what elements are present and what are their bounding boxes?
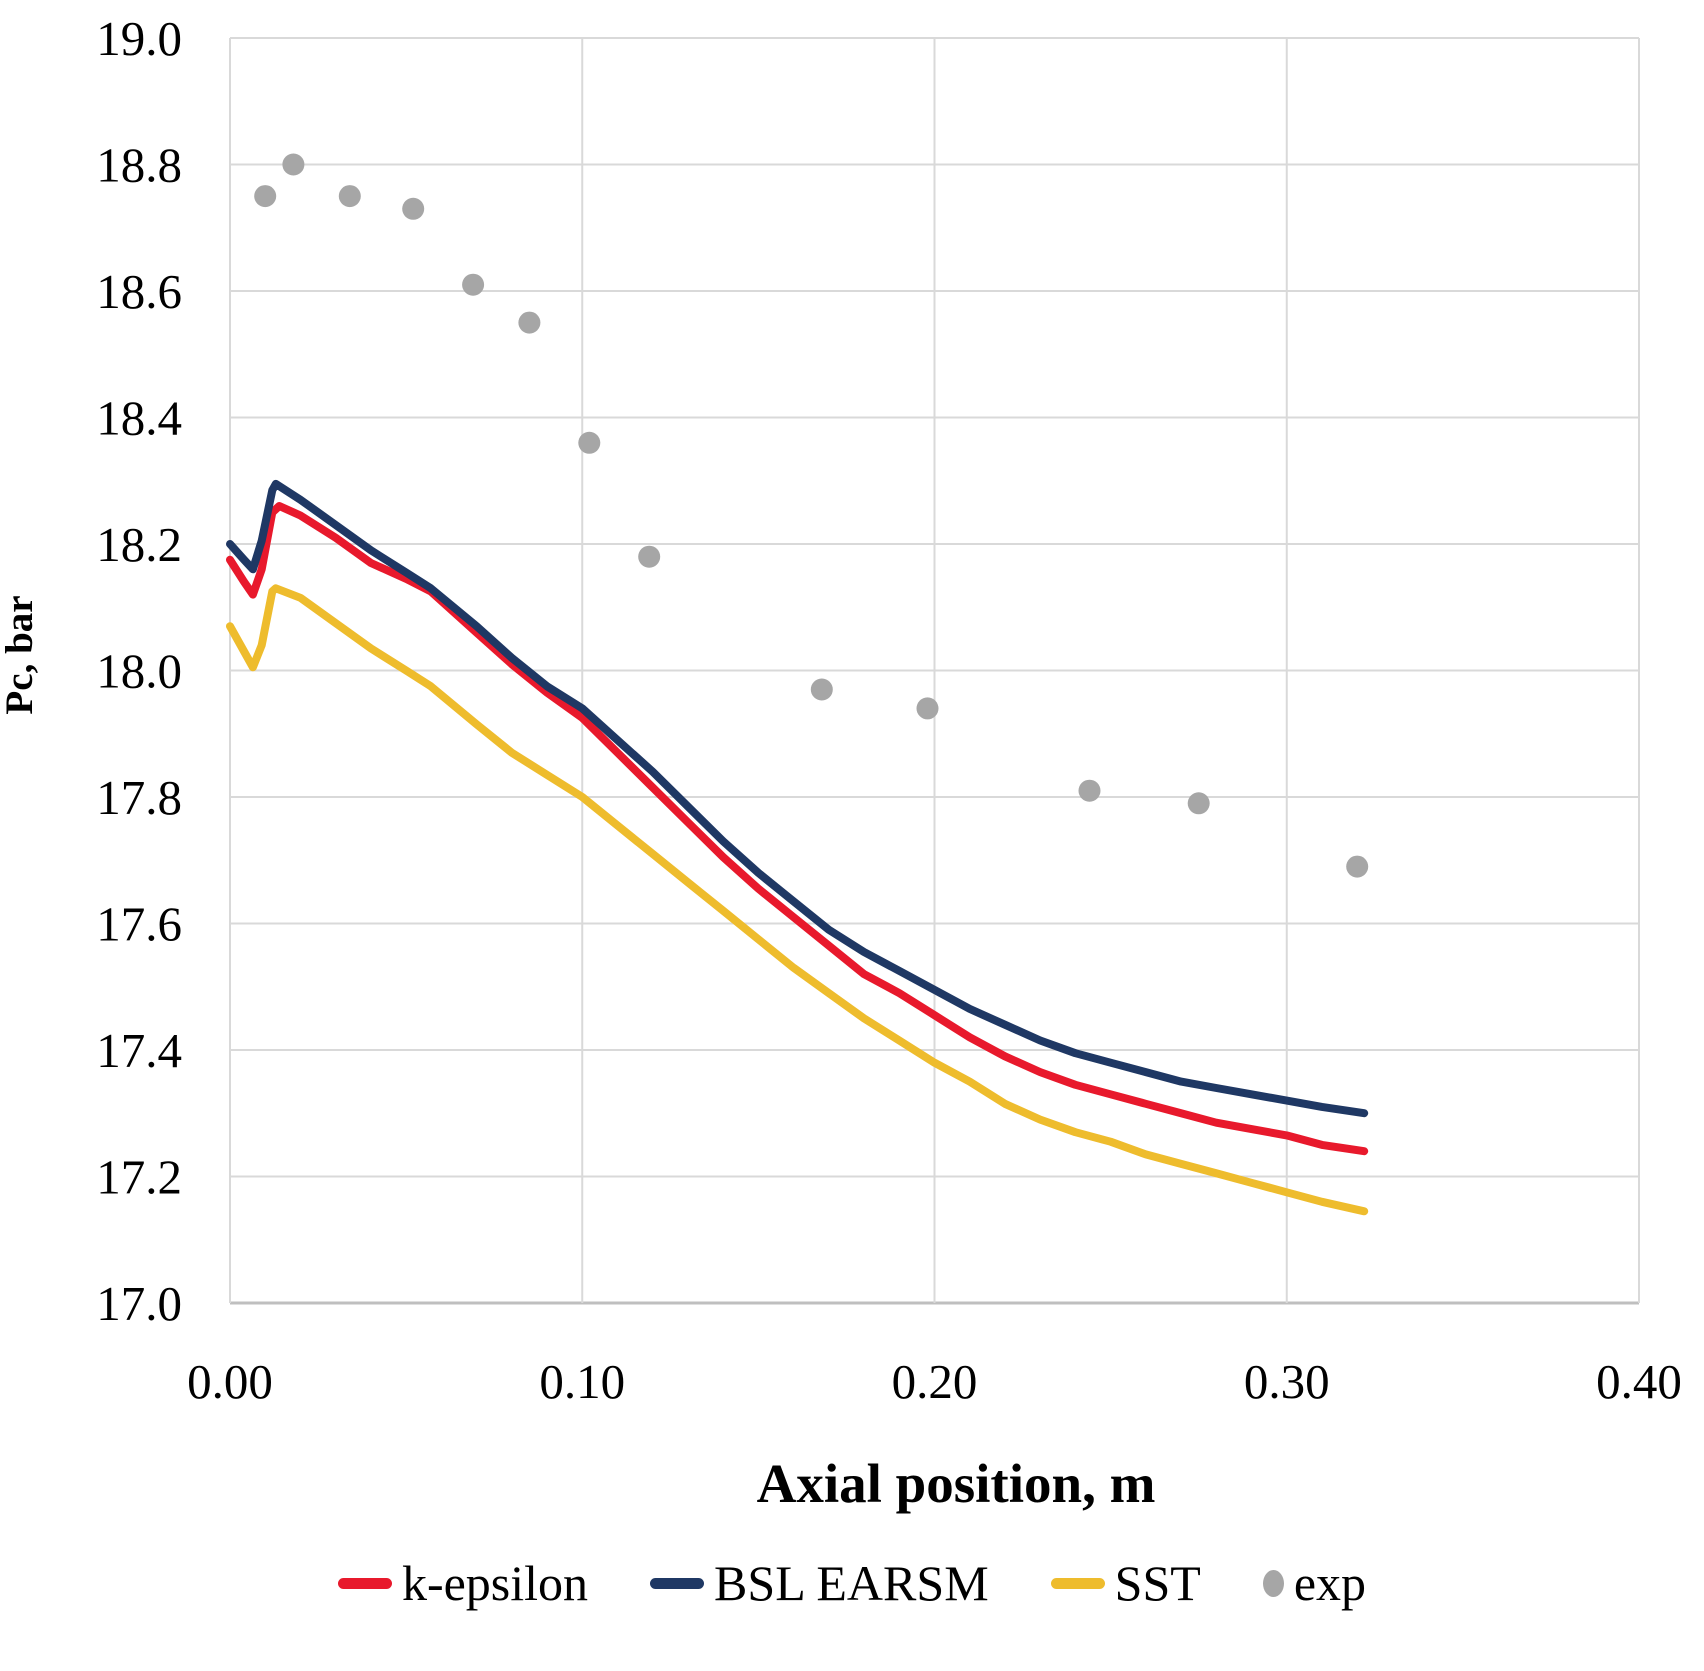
exp-points (254, 153, 1369, 878)
tick-layer: 17.0 17.2 17.4 17.6 17.8 18.0 18.2 18.4 18.6 18.8… (96, 11, 1682, 1409)
exp-point (1078, 779, 1101, 802)
exp-point (254, 185, 277, 208)
y-tick-label: 17.8 (96, 770, 182, 825)
exp-point (916, 697, 939, 720)
exp-point (518, 311, 541, 334)
y-tick-label: 17.0 (96, 1276, 182, 1331)
grid-layer (229, 37, 1640, 1305)
y-tick-label: 18.6 (96, 264, 182, 319)
legend-label-sst: SST (1114, 1555, 1201, 1611)
y-tick-label: 17.6 (96, 897, 182, 952)
k-epsilon-curve (226, 502, 1369, 1156)
exp-point (810, 678, 833, 701)
exp-point (578, 431, 601, 454)
x-tick-label: 0.30 (1244, 1354, 1330, 1409)
legend-label-k-epsilon: k-epsilon (401, 1555, 589, 1611)
legend-item-k-epsilon: k-epsilon (337, 1555, 589, 1611)
y-tick-label: 17.2 (96, 1150, 182, 1205)
exp-point (282, 153, 305, 176)
k-epsilon-line-swatch (337, 1577, 392, 1589)
x-tick-label: 0.40 (1596, 1354, 1682, 1409)
legend: k-epsilon BSL EARSM SST exp (0, 1558, 1704, 1608)
x-tick-label: 0.00 (187, 1354, 273, 1409)
y-tick-label: 18.2 (96, 517, 182, 572)
legend-label-bsl-earsm: BSL EARSM (714, 1555, 989, 1611)
x-axis-title: Axial position, m (757, 1453, 1156, 1514)
exp-dot-swatch (1262, 1569, 1284, 1597)
y-tick-label: 17.4 (96, 1023, 182, 1078)
y-tick-label: 18.4 (96, 391, 182, 446)
y-axis-title: Pc, bar (0, 595, 41, 714)
legend-label-exp: exp (1293, 1555, 1367, 1611)
y-tick-label: 18.0 (96, 644, 182, 699)
y-tick-label: 18.8 (96, 138, 182, 193)
exp-point (402, 197, 425, 220)
sst-line-swatch (1050, 1577, 1105, 1589)
exp-point (1346, 855, 1369, 878)
series-layer (226, 153, 1369, 1216)
exp-point (638, 545, 661, 568)
sst-curve (226, 584, 1369, 1216)
y-tick-label: 19.0 (96, 11, 182, 66)
exp-point (462, 273, 485, 296)
x-tick-label: 0.10 (539, 1354, 625, 1409)
legend-item-bsl-earsm: BSL EARSM (650, 1558, 989, 1608)
bsl-earsm-line-swatch (650, 1577, 705, 1589)
bsl-earsm-curve (226, 479, 1369, 1118)
x-tick-label: 0.20 (892, 1354, 978, 1409)
exp-point (1187, 792, 1210, 815)
legend-item-exp: exp (1262, 1555, 1367, 1611)
exp-point (338, 185, 361, 208)
legend-item-sst: SST (1050, 1555, 1201, 1611)
